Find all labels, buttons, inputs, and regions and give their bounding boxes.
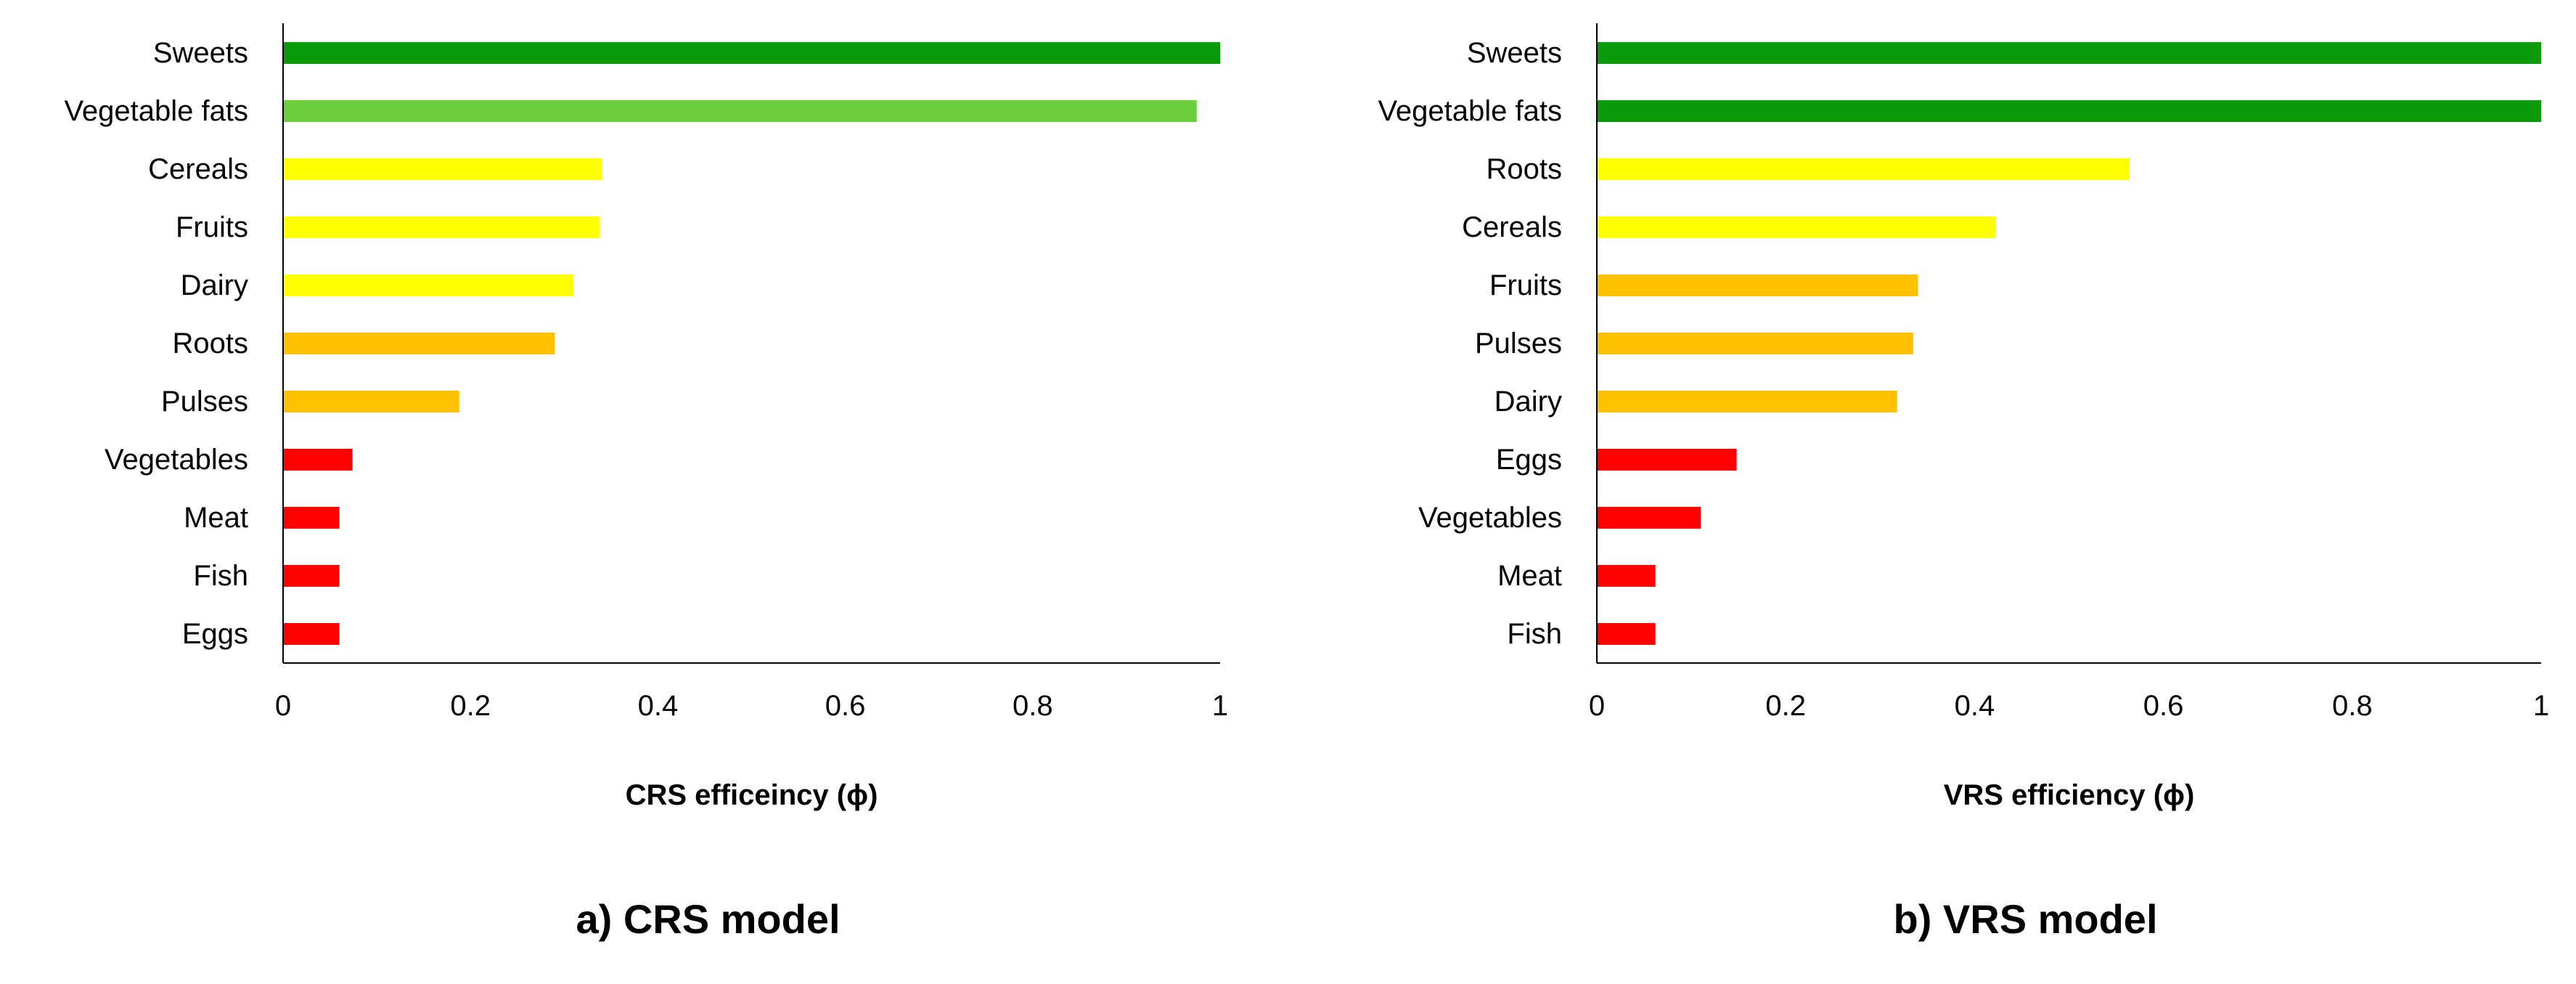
vrs-bar-eggs (1597, 449, 1737, 471)
crs-panel-caption: a) CRS model (576, 896, 840, 942)
crs-bar-pulses (283, 391, 459, 412)
vrs-category-label: Roots (1487, 153, 1563, 185)
vrs-category-label: Sweets (1467, 37, 1562, 69)
crs-x-tick-label: 0 (275, 690, 291, 722)
crs-category-label: Vegetables (105, 444, 248, 476)
crs-x-axis-title: CRS efficeincy (ϕ) (626, 779, 878, 811)
crs-category-label: Cereals (148, 153, 248, 185)
crs-bar-vegetable-fats (283, 100, 1197, 122)
crs-x-tick-label: 1 (1212, 690, 1228, 722)
vrs-bar-roots (1597, 158, 2130, 180)
crs-x-tick-label: 0.2 (450, 690, 491, 722)
vrs-x-tick-label: 1 (2533, 690, 2549, 722)
vrs-category-label: Dairy (1495, 386, 1562, 418)
vrs-category-label: Vegetable fats (1378, 95, 1562, 127)
crs-category-label: Fish (193, 560, 248, 592)
crs-bar-roots (283, 333, 555, 354)
vrs-category-label: Cereals (1462, 211, 1562, 243)
crs-category-label: Vegetable fats (64, 95, 248, 127)
vrs-category-label: Pulses (1475, 328, 1562, 359)
crs-category-label: Roots (173, 328, 249, 359)
vrs-bar-dairy (1597, 391, 1897, 412)
vrs-bar-pulses (1597, 333, 1913, 354)
vrs-bar-fish (1597, 623, 1656, 645)
crs-category-label: Eggs (182, 618, 248, 650)
crs-x-tick-label: 0.4 (638, 690, 679, 722)
crs-category-label: Dairy (181, 269, 248, 301)
vrs-x-axis-title: VRS efficiency (ϕ) (1944, 779, 2195, 811)
crs-category-label: Pulses (161, 386, 248, 418)
crs-bar-eggs (283, 623, 340, 645)
crs-category-label: Fruits (176, 211, 248, 243)
vrs-panel-caption: b) VRS model (1893, 896, 2157, 942)
vrs-category-label: Fish (1507, 618, 1562, 650)
vrs-x-tick-label: 0 (1589, 690, 1605, 722)
crs-bar-cereals (283, 158, 602, 180)
crs-bar-meat (283, 507, 340, 529)
vrs-category-label: Fruits (1489, 269, 1562, 301)
vrs-bar-sweets (1597, 42, 2541, 64)
vrs-x-tick-label: 0.6 (2143, 690, 2184, 722)
vrs-category-label: Vegetables (1418, 502, 1562, 534)
crs-bar-vegetables (283, 449, 353, 471)
vrs-category-label: Eggs (1496, 444, 1562, 476)
crs-bar-fish (283, 565, 340, 587)
crs-category-label: Meat (184, 502, 248, 534)
vrs-bar-vegetable-fats (1597, 100, 2541, 122)
vrs-bar-meat (1597, 565, 1656, 587)
crs-x-tick-label: 0.8 (1013, 690, 1053, 722)
vrs-x-tick-label: 0.4 (1955, 690, 1995, 722)
vrs-category-label: Meat (1497, 560, 1562, 592)
crs-bar-sweets (283, 42, 1220, 64)
crs-category-label: Sweets (153, 37, 248, 69)
vrs-bar-fruits (1597, 275, 1918, 296)
crs-bar-fruits (283, 216, 600, 238)
vrs-x-tick-label: 0.8 (2332, 690, 2373, 722)
crs-x-tick-label: 0.6 (825, 690, 866, 722)
vrs-bar-vegetables (1597, 507, 1701, 529)
vrs-bar-cereals (1597, 216, 1996, 238)
vrs-x-tick-label: 0.2 (1765, 690, 1806, 722)
crs-bar-dairy (283, 275, 574, 296)
